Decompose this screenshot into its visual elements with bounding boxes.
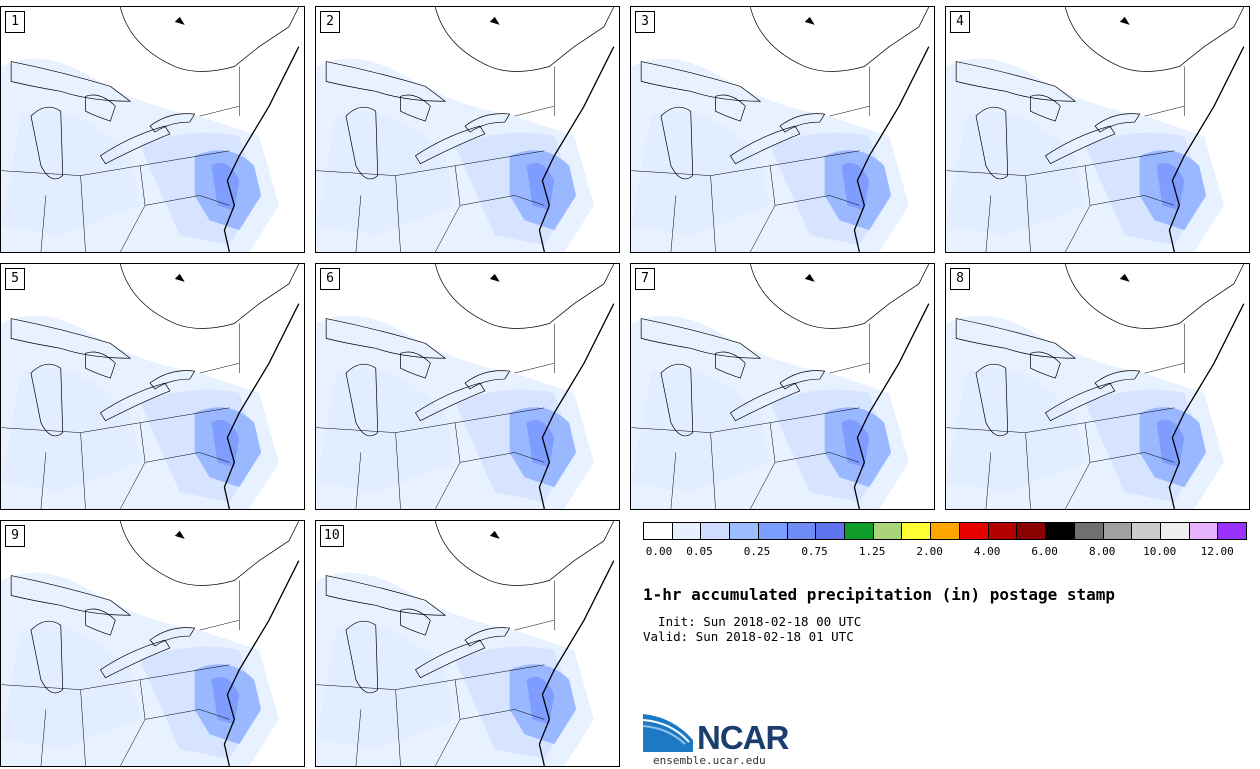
precip-map bbox=[316, 264, 619, 509]
member-label: 10 bbox=[320, 525, 344, 547]
member-panel-8: 8 bbox=[945, 263, 1250, 510]
member-label: 2 bbox=[320, 11, 340, 33]
colorbar-tick-label: 8.00 bbox=[1088, 545, 1116, 558]
colorbar-swatch bbox=[1189, 523, 1219, 539]
precip-map bbox=[946, 264, 1249, 509]
precip-map bbox=[946, 7, 1249, 252]
colorbar-tick-label: 0.25 bbox=[743, 545, 771, 558]
member-panel-2: 2 bbox=[315, 6, 620, 253]
colorbar-swatch bbox=[931, 523, 960, 539]
member-panel-9: 9 bbox=[0, 520, 305, 767]
colorbar-tick-label: 0.75 bbox=[801, 545, 828, 558]
valid-time: Valid: Sun 2018-02-18 01 UTC bbox=[643, 629, 854, 644]
ncar-logo-icon bbox=[643, 714, 693, 752]
colorbar-swatch bbox=[959, 523, 989, 539]
colorbar-tick-label: 0.05 bbox=[686, 545, 713, 558]
member-panel-3: 3 bbox=[630, 6, 935, 253]
colorbar-swatch bbox=[1046, 523, 1075, 539]
colorbar-swatch bbox=[902, 523, 932, 539]
precip-map bbox=[631, 264, 934, 509]
member-label: 5 bbox=[5, 268, 25, 290]
member-panel-1: 1 bbox=[0, 6, 305, 253]
member-label: 8 bbox=[950, 268, 970, 290]
member-panel-7: 7 bbox=[630, 263, 935, 510]
member-panel-4: 4 bbox=[945, 6, 1250, 253]
colorbar-swatch bbox=[758, 523, 788, 539]
colorbar-swatch bbox=[701, 523, 731, 539]
member-label: 3 bbox=[635, 11, 655, 33]
member-label: 7 bbox=[635, 268, 655, 290]
colorbar-swatch bbox=[1103, 523, 1133, 539]
colorbar-swatch bbox=[672, 523, 702, 539]
colorbar-swatch bbox=[644, 523, 673, 539]
colorbar-swatch bbox=[873, 523, 903, 539]
colorbar-swatch bbox=[816, 523, 846, 539]
member-label: 6 bbox=[320, 268, 340, 290]
colorbar-swatch bbox=[1074, 523, 1104, 539]
member-panel-6: 6 bbox=[315, 263, 620, 510]
logo-text: NCAR bbox=[697, 719, 789, 756]
colorbar-tick-label: 0.00 bbox=[645, 545, 673, 558]
precip-map bbox=[1, 521, 304, 766]
colorbar-swatch bbox=[1017, 523, 1047, 539]
colorbar-tick-label: 1.25 bbox=[858, 545, 886, 558]
member-label: 9 bbox=[5, 525, 25, 547]
colorbar-swatch bbox=[730, 523, 759, 539]
colorbar-swatch bbox=[1132, 523, 1161, 539]
colorbar-swatch bbox=[1160, 523, 1190, 539]
precip-map bbox=[1, 7, 304, 252]
member-label: 1 bbox=[5, 11, 25, 33]
init-time: Init: Sun 2018-02-18 00 UTC bbox=[643, 614, 862, 629]
colorbar-tick-label: 4.00 bbox=[973, 545, 1001, 558]
colorbar-swatch bbox=[845, 523, 874, 539]
colorbar-swatch bbox=[988, 523, 1018, 539]
colorbar bbox=[643, 522, 1247, 540]
colorbar-tick-label: 10.00 bbox=[1143, 545, 1177, 558]
precip-map bbox=[1, 264, 304, 509]
colorbar-tick-label: 12.00 bbox=[1200, 545, 1234, 558]
colorbar-tick-label: 2.00 bbox=[916, 545, 943, 558]
colorbar-swatch bbox=[787, 523, 817, 539]
member-label: 4 bbox=[950, 11, 970, 33]
member-panel-5: 5 bbox=[0, 263, 305, 510]
colorbar-tick-label: 6.00 bbox=[1031, 545, 1058, 558]
precip-map bbox=[316, 7, 619, 252]
precip-map bbox=[316, 521, 619, 766]
plot-title: 1-hr accumulated precipitation (in) post… bbox=[643, 585, 1116, 604]
colorbar-swatch bbox=[1218, 523, 1247, 539]
logo-url: ensemble.ucar.edu bbox=[653, 754, 766, 767]
member-panel-10: 10 bbox=[315, 520, 620, 767]
precip-map bbox=[631, 7, 934, 252]
